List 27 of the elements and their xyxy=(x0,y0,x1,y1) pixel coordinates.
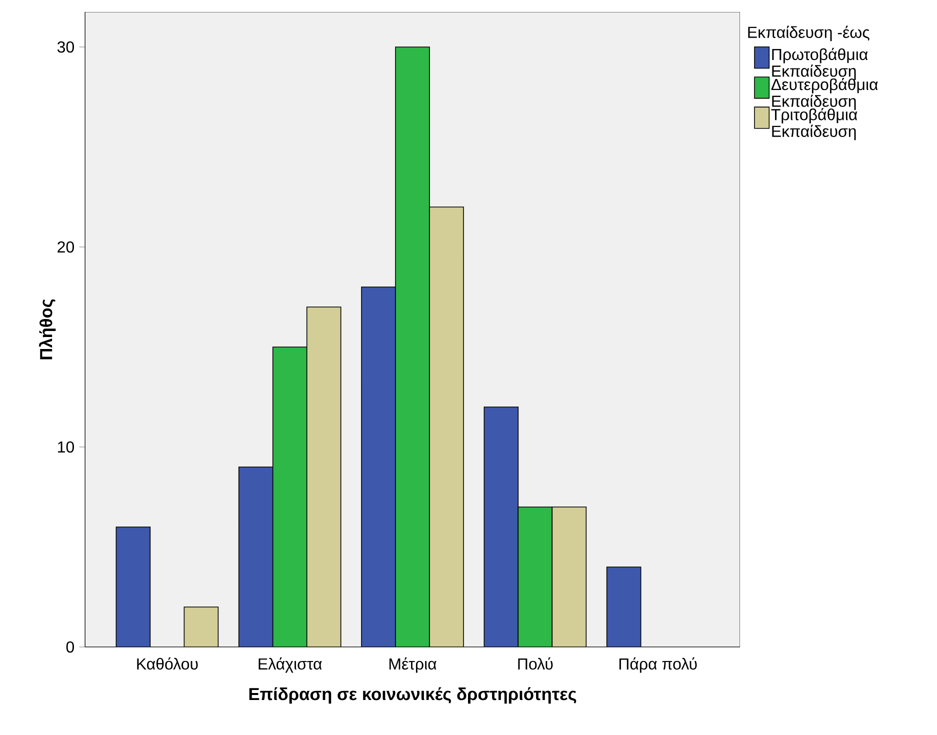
bar xyxy=(395,46,430,647)
bar xyxy=(306,306,342,647)
y-tick-label: 10 xyxy=(58,441,74,453)
bar xyxy=(272,346,308,647)
y-tick-label: 0 xyxy=(66,641,74,653)
bar xyxy=(429,206,464,647)
bar xyxy=(184,606,219,647)
x-tick-label: Ελάχιστα xyxy=(258,657,322,673)
bar xyxy=(552,506,587,647)
bar xyxy=(361,286,396,647)
y-tick-label: 30 xyxy=(57,41,74,53)
legend-label: Πρωτοβάθμια Εκπαίδευση xyxy=(772,48,868,80)
y-axis-title: Πλήθος xyxy=(39,299,56,360)
x-tick-label: Πάρα πολύ xyxy=(619,657,697,673)
bar xyxy=(484,406,519,647)
x-tick-label: Μέτρια xyxy=(389,657,436,673)
bar xyxy=(238,466,274,647)
legend-label: Τριτοβάθμια Εκπαίδευση xyxy=(771,108,858,140)
x-tick-label: Καθόλου xyxy=(137,657,198,670)
bar xyxy=(116,526,151,647)
x-tick-label: Πολύ xyxy=(518,657,553,670)
legend-title: Εκπαίδευση -έως xyxy=(748,26,870,42)
y-tick-label: 20 xyxy=(58,241,74,253)
bar xyxy=(518,506,553,647)
bar xyxy=(606,566,642,647)
legend-label: Δευτεροβάθμια Εκπαίδευση xyxy=(771,78,878,110)
x-axis-title: Επίδραση σε κοινωνικές δρστηριότητες xyxy=(249,687,576,704)
